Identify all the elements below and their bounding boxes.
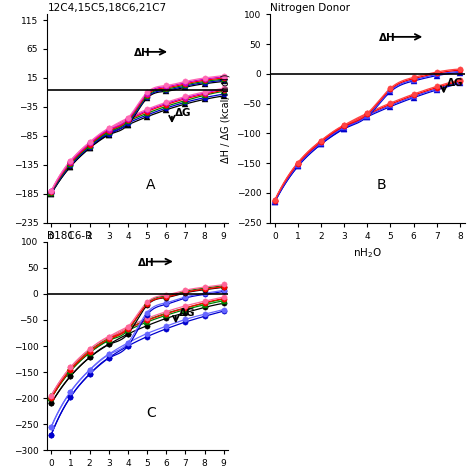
Text: B18C6-R: B18C6-R [47, 231, 92, 241]
Text: ΔG: ΔG [179, 308, 195, 318]
X-axis label: nH$_2$O: nH$_2$O [353, 246, 382, 260]
Text: B: B [377, 178, 386, 192]
Y-axis label: ΔH / ΔG (kcal/mol): ΔH / ΔG (kcal/mol) [221, 74, 231, 163]
Text: A: A [146, 178, 155, 192]
Text: ΔG: ΔG [175, 108, 191, 118]
Text: ΔH: ΔH [137, 257, 154, 268]
X-axis label: nH$_2$O: nH$_2$O [123, 246, 152, 260]
Text: C: C [146, 406, 156, 420]
Text: 12C4,15C5,18C6,21C7: 12C4,15C5,18C6,21C7 [47, 3, 166, 13]
Text: ΔH: ΔH [379, 33, 396, 43]
Text: ΔG: ΔG [447, 78, 464, 88]
Text: Nitrogen Donor: Nitrogen Donor [270, 3, 350, 13]
Text: ΔH: ΔH [134, 48, 150, 58]
